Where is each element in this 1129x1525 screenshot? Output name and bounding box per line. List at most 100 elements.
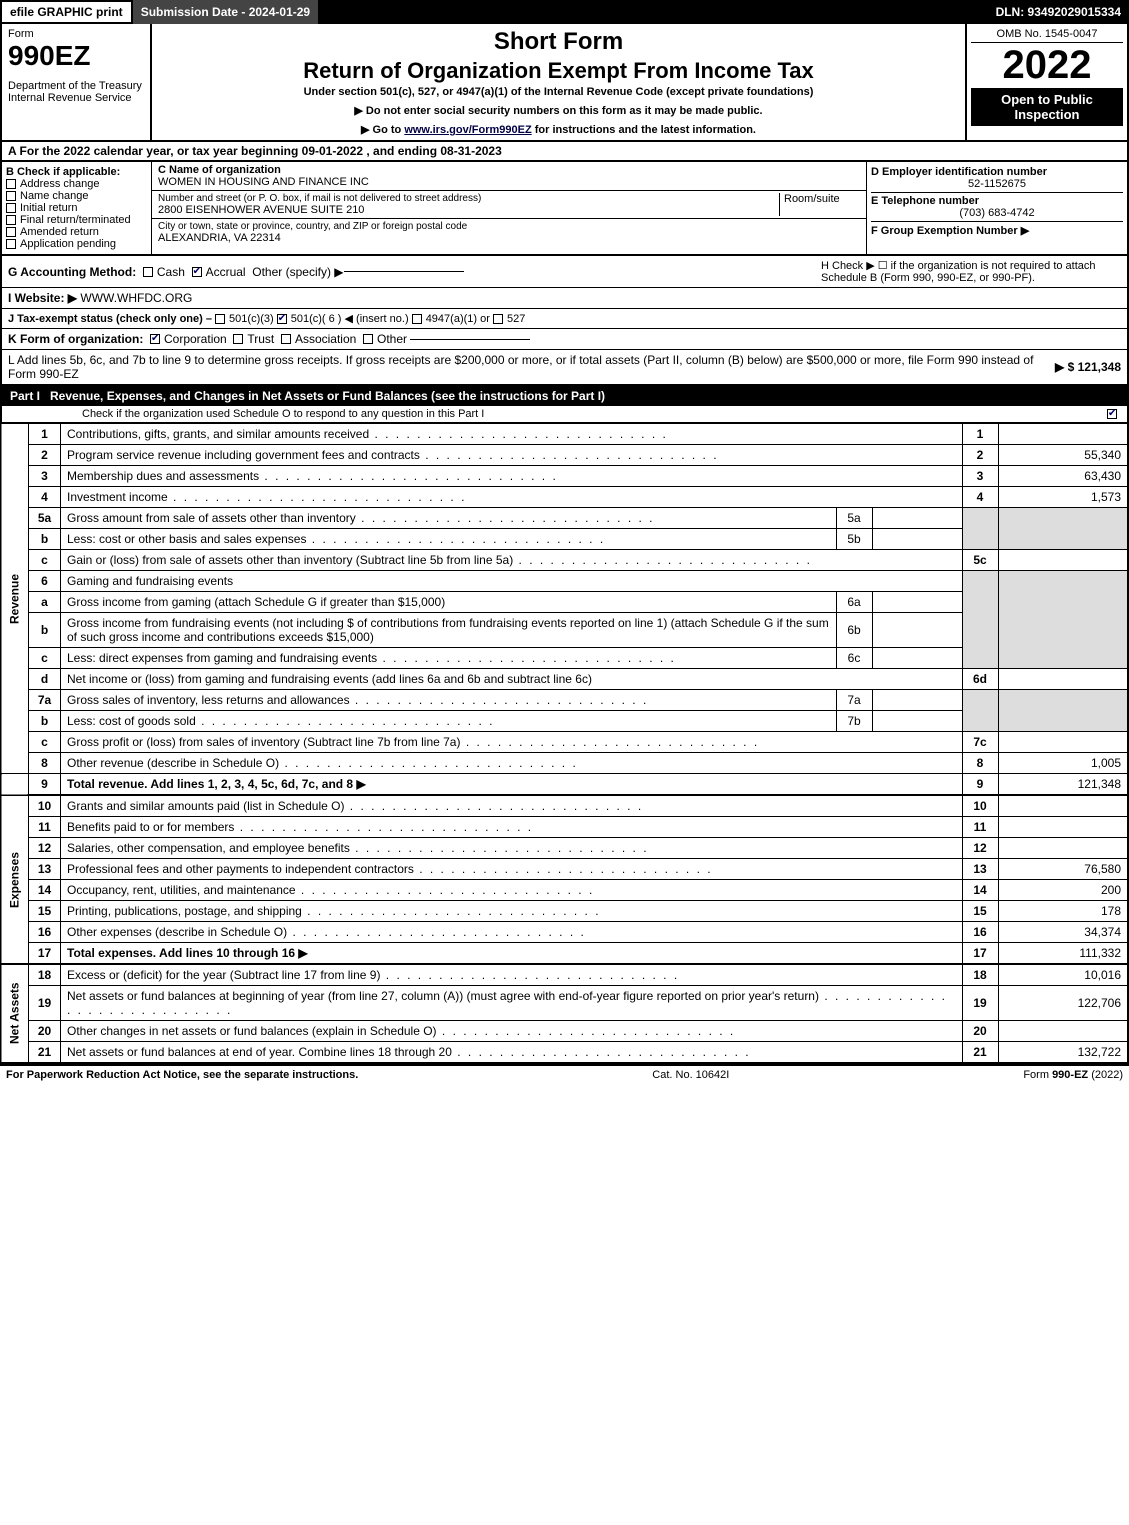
l8-amount: 1,005 — [998, 753, 1128, 774]
title-return: Return of Organization Exempt From Incom… — [156, 58, 961, 84]
chk-final-return[interactable] — [6, 215, 16, 225]
l15-num: 15 — [29, 901, 61, 922]
l7b-num: b — [29, 711, 61, 732]
title-short-form: Short Form — [156, 28, 961, 56]
l5b-sn: 5b — [836, 529, 872, 550]
row-a-calendar-year: A For the 2022 calendar year, or tax yea… — [0, 142, 1129, 162]
lbl-application-pending: Application pending — [20, 238, 116, 250]
chk-trust[interactable] — [233, 334, 243, 344]
line-7a: 7a Gross sales of inventory, less return… — [1, 690, 1128, 711]
row-g-accounting: G Accounting Method: Cash Accrual Other … — [0, 256, 1129, 288]
l6b-num: b — [29, 613, 61, 648]
l1-lineno: 1 — [962, 424, 998, 445]
l8-desc: Other revenue (describe in Schedule O) — [67, 756, 578, 770]
submission-date: Submission Date - 2024-01-29 — [133, 0, 320, 24]
l14-desc: Occupancy, rent, utilities, and maintena… — [67, 883, 594, 897]
l6d-amount — [998, 669, 1128, 690]
l18-lineno: 18 — [962, 964, 998, 986]
l13-num: 13 — [29, 859, 61, 880]
form-header: Form 990EZ Department of the Treasury In… — [0, 24, 1129, 142]
irs-link[interactable]: www.irs.gov/Form990EZ — [404, 124, 531, 136]
lbl-cash: Cash — [157, 265, 185, 279]
chk-501c3[interactable] — [215, 314, 225, 324]
l15-desc: Printing, publications, postage, and shi… — [67, 904, 601, 918]
l5b-sv — [872, 529, 962, 550]
l17-num: 17 — [29, 943, 61, 965]
chk-amended-return[interactable] — [6, 227, 16, 237]
k-label: K Form of organization: — [8, 332, 143, 346]
org-city: ALEXANDRIA, VA 22314 — [158, 232, 860, 244]
chk-accrual[interactable] — [192, 267, 202, 277]
l9-amount: 121,348 — [998, 774, 1128, 796]
lines-table: Revenue 1 Contributions, gifts, grants, … — [0, 423, 1129, 1064]
chk-4947[interactable] — [412, 314, 422, 324]
chk-other-org[interactable] — [363, 334, 373, 344]
d-ein-label: D Employer identification number — [871, 166, 1123, 178]
l5b-desc: Less: cost or other basis and sales expe… — [67, 532, 605, 546]
efile-print-button[interactable]: efile GRAPHIC print — [0, 0, 133, 24]
line-3: 3 Membership dues and assessments 3 63,4… — [1, 466, 1128, 487]
header-left: Form 990EZ Department of the Treasury In… — [2, 24, 152, 140]
footer-mid: Cat. No. 10642I — [652, 1069, 729, 1081]
c-street-label: Number and street (or P. O. box, if mail… — [158, 193, 775, 204]
l12-num: 12 — [29, 838, 61, 859]
l11-amount — [998, 817, 1128, 838]
l19-amount: 122,706 — [998, 986, 1128, 1021]
line-17: 17 Total expenses. Add lines 10 through … — [1, 943, 1128, 965]
arrow2-post: for instructions and the latest informat… — [532, 124, 756, 136]
ein-value: 52-1152675 — [871, 178, 1123, 190]
l16-lineno: 16 — [962, 922, 998, 943]
chk-address-change[interactable] — [6, 179, 16, 189]
chk-application-pending[interactable] — [6, 239, 16, 249]
chk-501c[interactable] — [277, 314, 287, 324]
chk-527[interactable] — [493, 314, 503, 324]
line-20: 20 Other changes in net assets or fund b… — [1, 1021, 1128, 1042]
chk-corporation[interactable] — [150, 334, 160, 344]
l16-amount: 34,374 — [998, 922, 1128, 943]
l7c-amount — [998, 732, 1128, 753]
line-6c: c Less: direct expenses from gaming and … — [1, 648, 1128, 669]
shade-7ab — [962, 690, 998, 732]
arrow-note-1: ▶ Do not enter social security numbers o… — [156, 104, 961, 117]
l17-lineno: 17 — [962, 943, 998, 965]
l5a-desc: Gross amount from sale of assets other t… — [67, 511, 655, 525]
other-specify-input[interactable] — [344, 271, 464, 272]
line-6: 6 Gaming and fundraising events — [1, 571, 1128, 592]
lbl-amended-return: Amended return — [20, 226, 99, 238]
l21-num: 21 — [29, 1042, 61, 1064]
line-7c: c Gross profit or (loss) from sales of i… — [1, 732, 1128, 753]
l7c-lineno: 7c — [962, 732, 998, 753]
l16-num: 16 — [29, 922, 61, 943]
lbl-name-change: Name change — [20, 190, 89, 202]
l5a-sn: 5a — [836, 508, 872, 529]
l6-desc: Gaming and fundraising events — [61, 571, 963, 592]
l6a-desc: Gross income from gaming (attach Schedul… — [61, 592, 837, 613]
l13-lineno: 13 — [962, 859, 998, 880]
lbl-527: 527 — [507, 313, 525, 325]
l2-desc: Program service revenue including govern… — [67, 448, 719, 462]
line-6d: d Net income or (loss) from gaming and f… — [1, 669, 1128, 690]
l18-num: 18 — [29, 964, 61, 986]
chk-cash[interactable] — [143, 267, 153, 277]
section-bcdef: B Check if applicable: Address change Na… — [0, 162, 1129, 256]
chk-initial-return[interactable] — [6, 203, 16, 213]
chk-name-change[interactable] — [6, 191, 16, 201]
l5c-amount — [998, 550, 1128, 571]
l2-num: 2 — [29, 445, 61, 466]
l13-desc: Professional fees and other payments to … — [67, 862, 713, 876]
other-org-input[interactable] — [410, 339, 530, 340]
line-5a: 5a Gross amount from sale of assets othe… — [1, 508, 1128, 529]
column-def: D Employer identification number 52-1152… — [867, 162, 1127, 254]
i-label: I Website: ▶ — [8, 291, 77, 305]
line-8: 8 Other revenue (describe in Schedule O)… — [1, 753, 1128, 774]
line-9: 9 Total revenue. Add lines 1, 2, 3, 4, 5… — [1, 774, 1128, 796]
l3-num: 3 — [29, 466, 61, 487]
sidelabel-expenses: Expenses — [1, 795, 29, 964]
l7c-desc: Gross profit or (loss) from sales of inv… — [67, 735, 759, 749]
line-11: 11 Benefits paid to or for members 11 — [1, 817, 1128, 838]
chk-association[interactable] — [281, 334, 291, 344]
l6c-num: c — [29, 648, 61, 669]
chk-schedule-o[interactable] — [1107, 409, 1117, 419]
l6-num: 6 — [29, 571, 61, 592]
column-c: C Name of organization WOMEN IN HOUSING … — [152, 162, 867, 254]
